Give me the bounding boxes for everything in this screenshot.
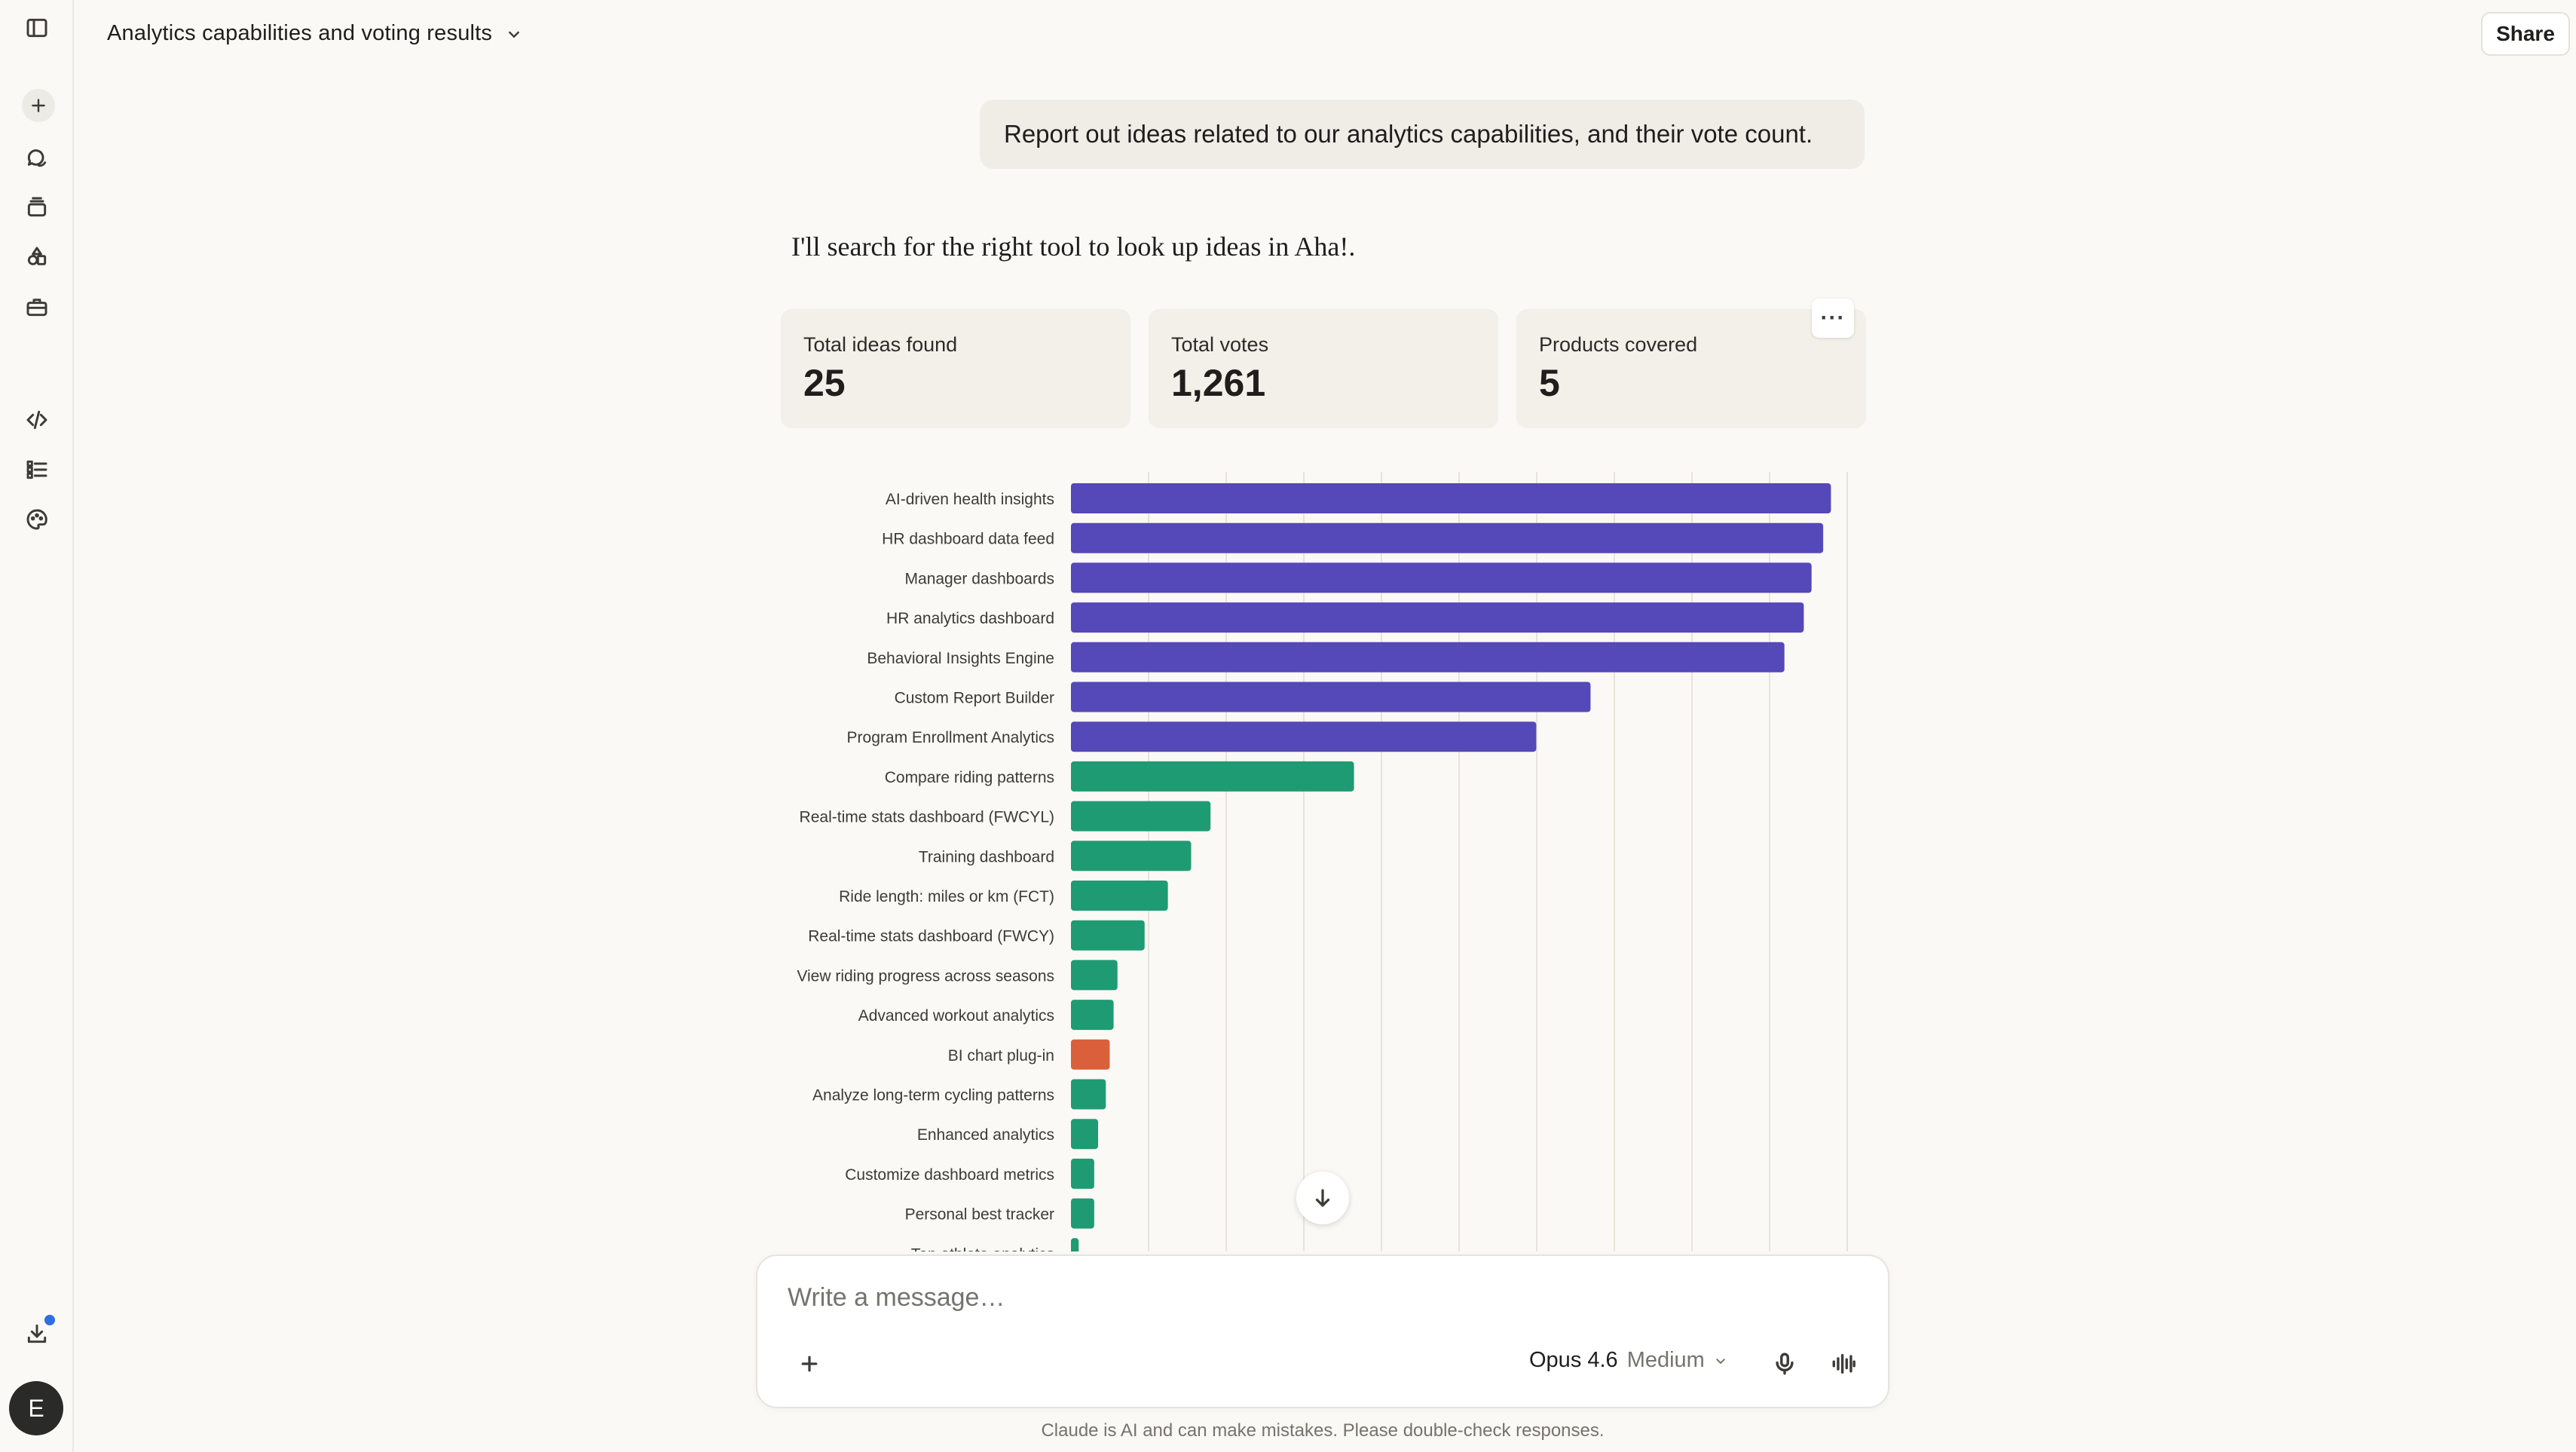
microphone-icon (1776, 1352, 1794, 1375)
stat-label: Products covered (1539, 333, 1698, 356)
category-label: Advanced workout analytics (858, 1007, 1054, 1025)
code-icon[interactable] (18, 401, 56, 439)
bar[interactable] (1071, 721, 1537, 752)
bar[interactable] (1071, 1039, 1110, 1070)
disclaimer: Claude is AI and can make mistakes. Plea… (1041, 1420, 1605, 1441)
chat-title-text: Analytics capabilities and voting result… (107, 21, 493, 45)
plus-icon (801, 1356, 818, 1372)
scroll-down-button[interactable] (1296, 1172, 1349, 1224)
left-rail: E (0, 0, 74, 1452)
category-label: Training dashboard (919, 848, 1054, 865)
bar[interactable] (1071, 960, 1118, 991)
bar[interactable] (1071, 881, 1168, 911)
sidebar-toggle-icon[interactable] (18, 9, 56, 47)
category-label: BI chart plug-in (948, 1047, 1054, 1064)
projects-icon[interactable] (18, 188, 56, 226)
stat-value: 25 (803, 362, 846, 404)
model-selector[interactable]: Opus 4.6 Medium (1529, 1348, 1727, 1373)
stat-value: 1,261 (1171, 362, 1266, 404)
palette-icon[interactable] (18, 501, 56, 538)
bar[interactable] (1071, 642, 1785, 672)
chart-svg: AI-driven health insights HR dashboard da… (797, 472, 1848, 1251)
stat-label: Total ideas found (803, 333, 958, 356)
bar[interactable] (1071, 761, 1354, 792)
user-message: Report out ideas related to our analytic… (980, 100, 1865, 169)
chats-icon[interactable] (18, 139, 56, 176)
category-label: AI-driven health insights (886, 491, 1054, 508)
model-name: Opus 4.6 (1529, 1348, 1618, 1372)
category-label: Behavioral Insights Engine (867, 650, 1054, 667)
new-chat-icon[interactable] (22, 89, 55, 122)
composer: Opus 4.6 Medium (756, 1254, 1889, 1408)
stat-card-products: Products covered 5 (1516, 309, 1866, 428)
category-label: Program Enrollment Analytics (847, 729, 1054, 746)
category-label: Top athlete analytics (911, 1245, 1054, 1251)
stat-value: 5 (1539, 362, 1560, 404)
download-icon[interactable] (18, 1315, 56, 1352)
category-label: Compare riding patterns (885, 769, 1054, 786)
bar[interactable] (1071, 522, 1824, 553)
stat-card-votes: Total votes 1,261 (1149, 309, 1498, 428)
header: Analytics capabilities and voting result… (75, 0, 2576, 69)
chevron-down-icon (508, 30, 520, 38)
bar[interactable] (1071, 562, 1812, 593)
share-button[interactable]: Share (2481, 12, 2570, 56)
category-label: Custom Report Builder (895, 690, 1054, 707)
bar[interactable] (1071, 1079, 1106, 1110)
category-label: Customize dashboard metrics (845, 1166, 1054, 1184)
category-label: HR dashboard data feed (882, 531, 1054, 548)
bar[interactable] (1071, 1119, 1099, 1150)
category-label: Analyze long-term cycling patterns (812, 1087, 1054, 1104)
stat-label: Total votes (1171, 333, 1269, 356)
category-label: Ride length: miles or km (FCT) (839, 888, 1054, 905)
bar[interactable] (1071, 841, 1192, 872)
bar[interactable] (1071, 682, 1591, 712)
bar[interactable] (1071, 920, 1145, 951)
category-label: Personal best tracker (905, 1206, 1054, 1224)
category-label: Real-time stats dashboard (FWCY) (808, 928, 1054, 945)
arrow-down-icon (1315, 1189, 1330, 1207)
avatar[interactable]: E (9, 1381, 63, 1435)
tasks-icon[interactable] (18, 451, 56, 489)
category-label: Real-time stats dashboard (FWCYL) (800, 809, 1054, 826)
bar[interactable] (1071, 1000, 1114, 1031)
more-options-icon[interactable]: ··· (1812, 299, 1854, 338)
chat-title[interactable]: Analytics capabilities and voting result… (107, 21, 522, 46)
voice-mode-button[interactable] (1825, 1345, 1862, 1383)
category-label: Manager dashboards (905, 570, 1054, 587)
model-effort: Medium (1626, 1348, 1705, 1372)
chevron-down-icon (1715, 1358, 1725, 1364)
category-label: HR analytics dashboard (886, 610, 1054, 627)
category-label: Enhanced analytics (917, 1126, 1054, 1144)
bar[interactable] (1071, 1158, 1094, 1189)
microphone-button[interactable] (1766, 1345, 1804, 1383)
tools-icon[interactable] (18, 288, 56, 326)
bar[interactable] (1071, 801, 1211, 832)
assistant-message: I'll search for the right tool to look u… (791, 231, 1356, 262)
bar[interactable] (1071, 1198, 1094, 1229)
notification-dot (42, 1313, 57, 1328)
add-attachment-button[interactable] (792, 1346, 827, 1381)
stat-card-ideas: Total ideas found 25 (781, 309, 1130, 428)
artifacts-icon[interactable] (18, 238, 56, 276)
bar[interactable] (1071, 1238, 1079, 1251)
votes-bar-chart: AI-driven health insights HR dashboard da… (754, 467, 1869, 1251)
waveform-icon (1832, 1353, 1856, 1374)
message-input[interactable] (786, 1279, 1766, 1316)
bar[interactable] (1071, 483, 1831, 513)
bar[interactable] (1071, 602, 1804, 633)
category-label: View riding progress across seasons (797, 967, 1054, 985)
